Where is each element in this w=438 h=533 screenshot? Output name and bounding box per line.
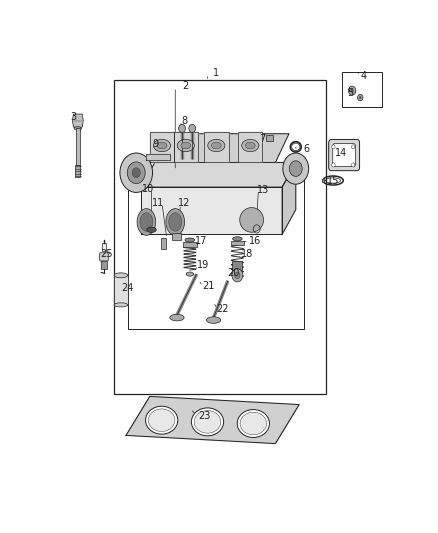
Text: 19: 19 [197, 260, 209, 270]
Text: 25: 25 [100, 248, 113, 259]
Polygon shape [146, 154, 170, 160]
Ellipse shape [170, 314, 184, 321]
Circle shape [232, 269, 243, 282]
Circle shape [120, 153, 152, 192]
Text: 22: 22 [216, 304, 229, 314]
Text: 6: 6 [303, 144, 309, 154]
Polygon shape [126, 397, 299, 443]
Bar [101, 261, 107, 269]
Polygon shape [148, 134, 289, 163]
Polygon shape [173, 132, 198, 163]
Circle shape [359, 96, 361, 99]
Circle shape [350, 88, 354, 93]
Bar [266, 135, 273, 141]
Bar [322, 179, 324, 182]
Ellipse shape [140, 213, 153, 231]
Ellipse shape [194, 410, 221, 433]
Ellipse shape [240, 412, 267, 435]
Ellipse shape [166, 208, 184, 235]
Circle shape [179, 124, 185, 133]
Ellipse shape [147, 227, 156, 232]
Ellipse shape [177, 139, 194, 152]
Bar [102, 243, 106, 251]
Ellipse shape [137, 208, 156, 235]
Bar [114, 276, 128, 305]
Text: 18: 18 [241, 249, 253, 260]
Bar [230, 241, 244, 245]
Circle shape [332, 163, 335, 167]
Text: 2: 2 [182, 80, 189, 91]
Polygon shape [150, 132, 174, 163]
Bar [128, 173, 304, 329]
Polygon shape [99, 253, 109, 261]
Text: 23: 23 [198, 411, 210, 421]
Circle shape [332, 145, 335, 149]
Text: 10: 10 [141, 184, 154, 194]
Ellipse shape [206, 317, 221, 324]
Text: 3: 3 [71, 112, 77, 122]
Circle shape [290, 161, 302, 176]
Text: 11: 11 [152, 198, 164, 208]
Circle shape [189, 124, 196, 133]
Ellipse shape [181, 142, 191, 149]
Circle shape [351, 145, 355, 149]
Circle shape [351, 163, 355, 167]
Text: 8: 8 [182, 116, 188, 126]
Text: 24: 24 [121, 282, 133, 293]
FancyBboxPatch shape [333, 143, 356, 166]
Text: 20: 20 [227, 268, 240, 278]
Polygon shape [141, 187, 282, 235]
Ellipse shape [212, 142, 221, 149]
Text: 21: 21 [202, 281, 215, 292]
Ellipse shape [157, 142, 167, 149]
Ellipse shape [145, 406, 178, 434]
Ellipse shape [169, 213, 182, 231]
Bar [342, 72, 382, 107]
Ellipse shape [240, 207, 264, 232]
Circle shape [357, 94, 363, 101]
Ellipse shape [74, 127, 81, 130]
Ellipse shape [242, 139, 259, 152]
Circle shape [235, 272, 240, 279]
Text: 15: 15 [327, 175, 339, 185]
Ellipse shape [114, 303, 128, 307]
Ellipse shape [245, 142, 255, 149]
Bar [232, 261, 243, 270]
Text: 7: 7 [259, 134, 265, 144]
Ellipse shape [185, 238, 194, 242]
Bar [183, 243, 197, 247]
Circle shape [283, 153, 309, 184]
Text: 9: 9 [153, 139, 159, 149]
Ellipse shape [148, 409, 175, 432]
Circle shape [348, 86, 356, 95]
FancyBboxPatch shape [328, 140, 360, 171]
Bar [161, 238, 166, 249]
Text: 14: 14 [335, 148, 347, 158]
Text: 17: 17 [194, 236, 207, 246]
Bar [172, 233, 181, 240]
Polygon shape [282, 163, 296, 235]
Text: 5: 5 [347, 88, 353, 98]
Text: 4: 4 [360, 71, 367, 81]
Text: 16: 16 [249, 236, 261, 246]
Ellipse shape [114, 273, 128, 278]
Circle shape [127, 162, 145, 183]
Text: 13: 13 [258, 185, 270, 195]
Ellipse shape [208, 139, 225, 152]
Ellipse shape [237, 409, 269, 438]
Polygon shape [72, 114, 83, 127]
Circle shape [132, 168, 140, 177]
Bar [75, 165, 80, 177]
Polygon shape [238, 132, 262, 163]
Polygon shape [141, 163, 296, 187]
Ellipse shape [191, 408, 224, 436]
Bar [76, 128, 80, 165]
Text: 1: 1 [213, 68, 219, 78]
Polygon shape [204, 132, 229, 163]
Ellipse shape [186, 272, 194, 276]
Ellipse shape [153, 139, 170, 152]
Ellipse shape [233, 237, 242, 241]
Text: 12: 12 [178, 198, 191, 208]
Bar [114, 80, 326, 394]
